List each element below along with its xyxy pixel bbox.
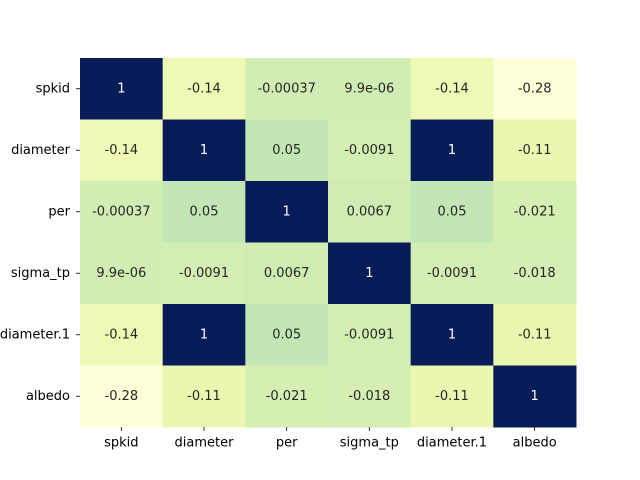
cell-annotation: -0.14 [435,81,469,96]
cell-annotation: -0.00037 [257,81,315,96]
heatmap-cell [245,58,329,120]
cell-annotation: -0.11 [518,327,552,342]
cell-annotation: -0.11 [435,389,469,404]
cell-annotation: -0.018 [514,266,556,281]
cell-annotation: 9.9e-06 [344,81,394,96]
heatmap-cell [410,58,494,120]
x-tick-label: diameter [175,436,235,451]
heatmap-cell [410,242,494,305]
y-tick-label: per [48,204,70,219]
heatmap-cell [162,58,246,120]
cell-annotation: 1 [200,327,208,342]
cell-annotation: -0.14 [105,143,139,158]
cell-annotation: -0.0091 [427,266,477,281]
cell-annotation: -0.11 [187,389,221,404]
y-tick-label: sigma_tp [11,266,70,281]
heatmap-cell [80,58,164,120]
cell-annotation: -0.11 [518,143,552,158]
heatmap-cell [328,365,412,428]
heatmap-cell [493,181,577,243]
heatmap-cell [162,304,246,366]
y-tick-label: spkid [36,81,70,96]
heatmap-cell [493,58,577,120]
heatmap-cell [328,242,412,305]
heatmap-cell [328,181,412,243]
x-tick-label: spkid [104,436,138,451]
cell-annotation: 0.05 [272,327,301,342]
cell-annotation: 0.0067 [347,204,393,219]
heatmap-cell [493,119,577,182]
heatmap-cell [328,119,412,182]
cell-annotation: -0.00037 [92,204,150,219]
cell-annotation: 1 [448,327,456,342]
cell-annotation: 0.0067 [264,266,310,281]
heatmap-cell [410,304,494,366]
cell-annotation: 1 [117,81,125,96]
heatmap-cell [80,242,164,305]
heatmap-cell [245,365,329,428]
cell-annotation: -0.0091 [344,143,394,158]
x-tick-label: diameter.1 [417,436,487,451]
heatmap-cell [245,304,329,366]
cell-annotation: -0.14 [187,81,221,96]
heatmap-cell [328,58,412,120]
cell-annotation: -0.0091 [344,327,394,342]
cell-annotation: -0.0091 [179,266,229,281]
cell-annotation: -0.021 [266,389,308,404]
cell-annotation: -0.14 [105,327,139,342]
cell-annotation: -0.28 [518,81,552,96]
cell-annotation: 0.05 [272,143,301,158]
cell-annotation: 0.05 [190,204,219,219]
heatmap-cell [493,242,577,305]
y-tick-label: diameter.1 [0,327,70,342]
heatmap-cell [493,365,577,428]
cell-annotation: -0.018 [348,389,390,404]
heatmap-cell [245,242,329,305]
heatmap-cell [80,119,164,182]
heatmap-cell [162,181,246,243]
cell-annotation: 1 [448,143,456,158]
heatmap-cell [80,365,164,428]
heatmap-cell [410,181,494,243]
x-tick-label: per [276,436,298,451]
x-tick-label: albedo [513,436,557,451]
heatmap-cell [162,242,246,305]
cell-annotation: 1 [283,204,291,219]
x-axis-tick-labels: spkid diameter per sigma_tp diameter.1 albedo [104,427,557,451]
cell-annotation: 1 [365,266,373,281]
heatmap-cell [328,304,412,366]
heatmap-cell [80,181,164,243]
cell-annotation: 1 [200,143,208,158]
cell-annotation: 0.05 [438,204,467,219]
heatmap-cells [80,58,577,428]
cell-annotation: -0.021 [514,204,556,219]
heatmap-cell [245,181,329,243]
heatmap-cell [162,365,246,428]
heatmap-cell [410,119,494,182]
heatmap-cell [245,119,329,182]
y-tick-label: albedo [26,389,70,404]
heatmap-cell [162,119,246,182]
y-tick-label: diameter [11,143,71,158]
heatmap-cell [80,304,164,366]
cell-annotations: 1 -0.14 -0.00037 9.9e-06 -0.14 -0.28 -0.14 1 0.0… [92,81,556,404]
cell-annotation: -0.28 [105,389,139,404]
x-tick-label: sigma_tp [340,436,399,451]
heatmap-cell [410,365,494,428]
cell-annotation: 1 [531,389,539,404]
heatmap-cell [493,304,577,366]
cell-annotation: 9.9e-06 [96,266,146,281]
y-axis-tick-labels: spkid diameter per sigma_tp diameter.1 albedo [0,81,80,404]
